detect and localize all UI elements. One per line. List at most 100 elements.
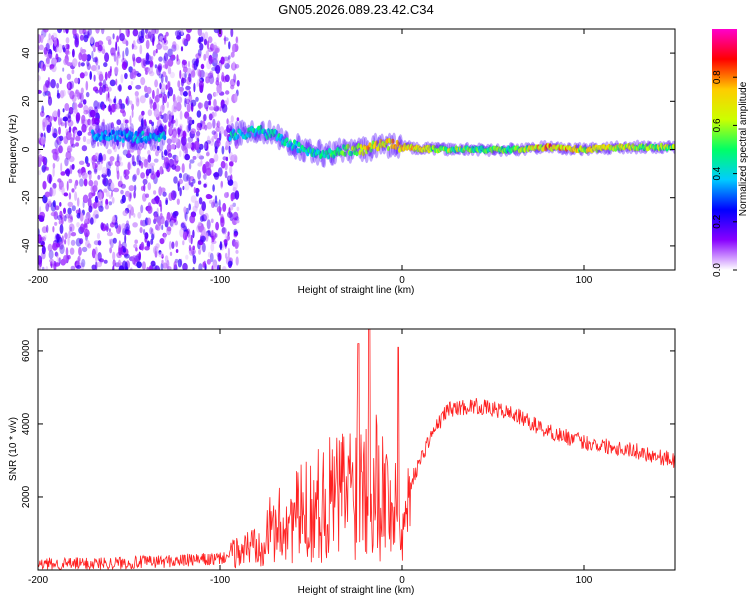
spectrogram-noise-cell — [176, 54, 179, 62]
spectrogram-noise-cell — [136, 261, 142, 269]
spectrogram-noise-cell — [83, 71, 88, 77]
spectrogram-noise-cell — [106, 168, 111, 177]
spectrogram-noise-cell — [163, 156, 170, 167]
spectrogram-noise-cell — [227, 247, 230, 258]
spectrogram-noise-cell — [144, 246, 150, 251]
spectrogram-noise-cell — [234, 241, 239, 250]
spectrogram-noise-cell — [192, 229, 195, 239]
snr-ticks: -200 -100 0 100 2000 4000 6000 — [21, 329, 675, 586]
spectrogram-noise-cell — [66, 145, 73, 153]
spectrogram-noise-cell — [54, 262, 61, 267]
spectrogram-noise-cell — [219, 106, 222, 112]
spectrogram-noise-cell — [86, 162, 90, 168]
chart-title: GN05.2026.089.23.42.C34 — [278, 2, 433, 17]
spectrogram-noise-cell — [145, 39, 150, 50]
spectrogram-noise-cell — [197, 169, 202, 180]
spectrogram-noise-cell — [203, 114, 207, 122]
spectrogram-noise-cell — [228, 55, 231, 60]
spectrogram-noise-cell — [79, 72, 85, 79]
spectrogram-noise-cell — [128, 209, 131, 220]
spectrogram-noise-cell — [156, 66, 161, 76]
spectrogram-noise-cell — [219, 81, 222, 89]
spectrogram-noise-cell — [188, 203, 191, 211]
spectrogram-noise-cell — [186, 116, 192, 121]
spectrogram-ridge-cell — [130, 131, 134, 137]
spectrogram-noise-cell — [227, 260, 233, 266]
spectrogram-noise-cell — [164, 34, 167, 42]
spectrogram-noise-cell — [116, 102, 120, 110]
spectrogram-noise-cell — [196, 152, 201, 159]
x-tick-label: 0 — [399, 575, 405, 586]
spectrogram-ridge-halo — [248, 129, 253, 142]
spectrogram-noise-cell — [59, 202, 62, 207]
spectrogram-noise-cell — [166, 226, 172, 232]
spectrogram-noise-cell — [152, 89, 155, 100]
spectrogram-noise-cell — [86, 62, 91, 71]
spectrogram-ridge-halo — [337, 137, 342, 150]
spectrogram-x-label: Height of straight line (km) — [298, 285, 415, 296]
spectrogram-noise-cell — [152, 34, 155, 44]
spectrogram-noise-cell — [160, 114, 164, 119]
spectrogram-noise-cell — [184, 153, 190, 161]
spectrogram-noise-cell — [152, 245, 159, 255]
spectrogram-noise-cell — [198, 69, 202, 79]
spectrogram-noise-cell — [233, 233, 238, 238]
spectrogram-noise-cell — [38, 44, 44, 51]
snr-clip — [38, 329, 675, 570]
spectrogram-noise-cell — [202, 242, 206, 253]
spectrogram-noise-cell — [54, 205, 60, 211]
spectrogram-noise-cell — [38, 34, 42, 44]
spectrogram-noise-cell — [66, 62, 73, 67]
spectrogram-noise-cell — [212, 199, 215, 208]
spectrogram-noise-cell — [170, 111, 174, 116]
spectrogram-noise-cell — [175, 155, 179, 161]
spectrogram-noise-cell — [163, 124, 167, 130]
spectrogram-noise-cell — [93, 100, 99, 110]
spectrogram-noise-cell — [185, 85, 191, 92]
spectrogram-noise-cell — [213, 29, 220, 34]
spectrogram-noise-cell — [152, 50, 156, 57]
spectrogram-ridge-halo — [124, 123, 129, 136]
spectrogram-noise-cell — [147, 67, 153, 74]
spectrogram-noise-cell — [164, 60, 169, 70]
spectrogram-noise-cell — [67, 119, 74, 127]
spectrogram-noise-cell — [229, 165, 233, 175]
spectrogram-noise-cell — [89, 217, 94, 225]
spectrogram-noise-cell — [79, 238, 84, 245]
spectrogram-noise-cell — [170, 54, 176, 59]
spectrogram-noise-cell — [113, 98, 116, 104]
spectrogram-noise-cell — [203, 53, 207, 61]
spectrogram-noise-cell — [62, 116, 68, 122]
spectrogram-noise-cell — [198, 102, 202, 110]
spectrogram-noise-cell — [198, 143, 204, 150]
spectrogram-noise-cell — [133, 190, 136, 199]
spectrogram-noise-cell — [234, 139, 239, 149]
spectrogram-noise-cell — [204, 31, 209, 40]
spectrogram-noise-cell — [200, 63, 205, 70]
spectrogram-ridge-cell — [134, 130, 138, 136]
spectrogram-noise-cell — [109, 79, 116, 87]
spectrogram-noise-cell — [195, 96, 199, 102]
spectrogram-noise-cell — [99, 86, 103, 96]
spectrogram-noise-cell — [87, 131, 92, 136]
spectrogram-noise-cell — [171, 241, 175, 249]
spectrogram-noise-cell — [129, 192, 132, 199]
spectrogram-noise-cell — [84, 215, 89, 224]
x-tick-label: 0 — [399, 275, 405, 286]
spectrogram-noise-cell — [206, 122, 213, 130]
spectrogram-noise-cell — [190, 248, 196, 255]
spectrogram-ridge-halo — [155, 125, 159, 138]
spectrogram-noise-cell — [147, 154, 152, 163]
spectrogram-noise-cell — [160, 203, 163, 213]
spectrogram-noise-cell — [76, 222, 80, 228]
spectrogram-noise-cell — [124, 174, 130, 180]
spectrogram-ridge-halo — [126, 138, 131, 151]
spectrogram-noise-cell — [75, 89, 78, 94]
spectrogram-noise-cell — [188, 123, 192, 131]
spectrogram-noise-cell — [80, 62, 85, 67]
snr-series-line — [38, 329, 675, 570]
spectrogram-noise-cell — [179, 69, 182, 79]
spectrogram-noise-cell — [86, 109, 89, 115]
spectrogram-noise-cell — [91, 264, 97, 270]
